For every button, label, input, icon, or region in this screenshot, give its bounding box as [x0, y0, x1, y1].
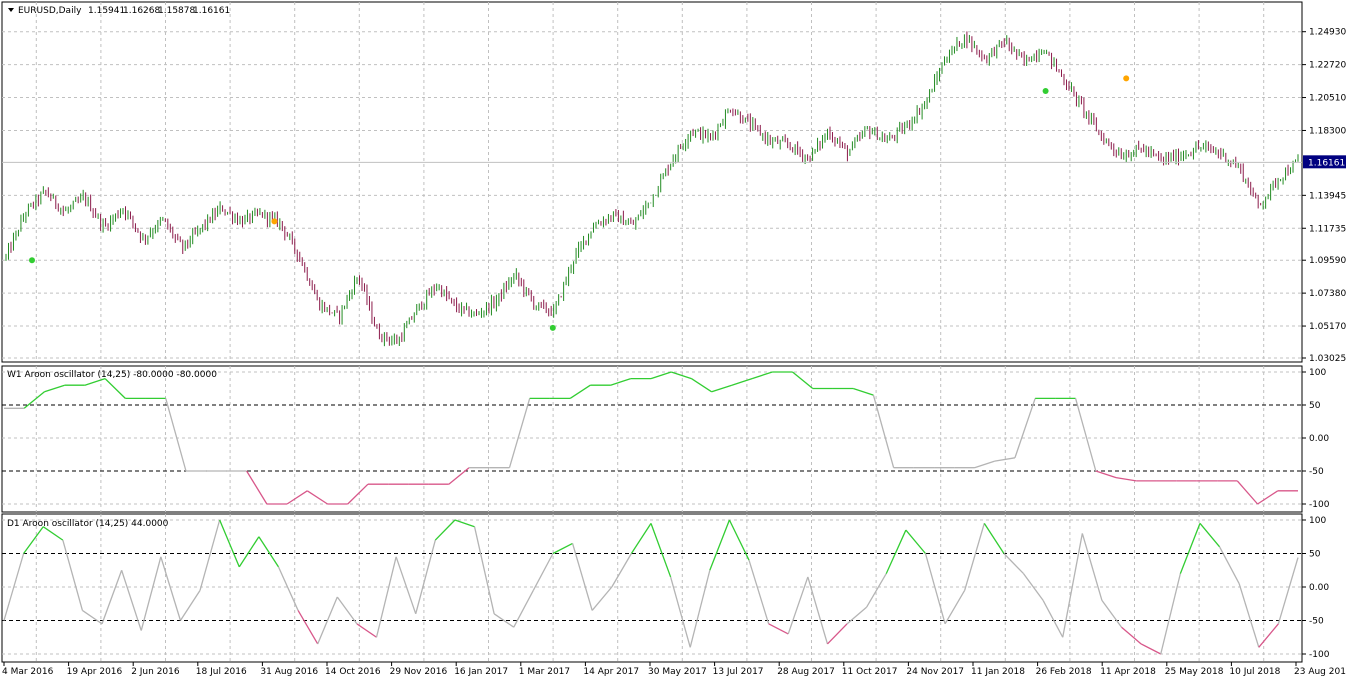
aroon-axis-label: 50 [1309, 401, 1321, 411]
time-axis-label: 16 Jan 2017 [454, 667, 508, 677]
signal-dot-orange [1123, 75, 1129, 81]
time-axis-label: 14 Apr 2017 [583, 667, 639, 677]
price-axis-label: 1.05170 [1309, 322, 1346, 332]
signal-dot-orange [271, 218, 277, 224]
signal-dot-green [1043, 88, 1049, 94]
time-axis-label: 29 Nov 2016 [390, 667, 448, 677]
signal-dot-green [550, 325, 556, 331]
d1-panel-title: D1 Aroon oscillator (14,25) 44.0000 [7, 519, 169, 529]
time-axis-label: 11 Apr 2018 [1100, 667, 1156, 677]
time-axis-label: 14 Oct 2016 [325, 667, 381, 677]
time-axis-label: 18 Jul 2016 [196, 667, 247, 677]
ohlc-open: 1.15941 [88, 6, 125, 16]
aroon-axis-label: -50 [1309, 617, 1324, 627]
time-axis-label: 24 Nov 2017 [906, 667, 964, 677]
aroon-axis-label: 0.00 [1309, 434, 1329, 444]
price-axis-label: 1.09590 [1309, 256, 1346, 266]
w1-panel-title: W1 Aroon oscillator (14,25) -80.0000 -80… [7, 370, 217, 380]
time-axis-label: 2 Jun 2016 [131, 667, 180, 677]
time-axis-label: 11 Oct 2017 [842, 667, 898, 677]
symbol-label: EURUSD,Daily [18, 6, 82, 16]
time-axis-label: 19 Apr 2016 [67, 667, 123, 677]
price-axis-label: 1.03025 [1309, 354, 1346, 364]
d1-panel-frame [2, 514, 1302, 662]
aroon-axis-label: 50 [1309, 550, 1321, 560]
main-price-panel[interactable]: EURUSD,Daily 1.15941 1.16268 1.15878 1.1… [2, 2, 1346, 364]
price-axis-label: 1.07380 [1309, 289, 1346, 299]
price-axis-label: 1.13945 [1309, 191, 1346, 201]
w1-panel-frame [2, 366, 1302, 512]
time-axis-label: 13 Jul 2017 [713, 667, 764, 677]
time-axis-label: 30 May 2017 [648, 667, 707, 677]
price-axis-label: 1.24930 [1309, 28, 1346, 38]
aroon-axis-label: 100 [1309, 368, 1326, 378]
time-axis-label: 11 Jan 2018 [971, 667, 1025, 677]
main-panel-frame [2, 2, 1302, 362]
ohlc-high: 1.16268 [123, 6, 160, 16]
time-axis-label: 25 May 2018 [1165, 667, 1224, 677]
current-price-label: 1.16161 [1308, 158, 1345, 168]
d1-axis: 100 50 0.00 -50 -100 [1302, 516, 1330, 660]
aroon-axis-label: 100 [1309, 516, 1326, 526]
time-axis-label: 10 Jul 2018 [1229, 667, 1280, 677]
time-axis-label: 4 Mar 2016 [2, 667, 54, 677]
price-axis-label: 1.18300 [1309, 126, 1346, 136]
current-price-tag: 1.16161 [1303, 155, 1346, 168]
aroon-axis-label: -100 [1309, 650, 1330, 660]
aroon-axis-label: 0.00 [1309, 583, 1329, 593]
time-axis-label: 28 Aug 2017 [777, 667, 835, 677]
aroon-axis-label: -100 [1309, 500, 1330, 510]
price-axis-label: 1.20510 [1309, 94, 1346, 104]
time-axis-label: 31 Aug 2016 [260, 667, 318, 677]
time-axis-label: 26 Feb 2018 [1036, 667, 1092, 677]
ohlc-close: 1.16161 [193, 6, 230, 16]
w1-aroon-panel[interactable]: W1 Aroon oscillator (14,25) -80.0000 -80… [2, 366, 1330, 512]
w1-axis: 100 50 0.00 -50 -100 [1302, 368, 1330, 510]
price-axis[interactable]: 1.24930 1.22720 1.20510 1.18300 1.13945 1.117… [1302, 28, 1346, 364]
signal-dot-green [29, 257, 35, 263]
aroon-axis-label: -50 [1309, 467, 1324, 477]
price-axis-label: 1.22720 [1309, 61, 1346, 71]
ohlc-low: 1.15878 [158, 6, 195, 16]
d1-aroon-panel[interactable]: D1 Aroon oscillator (14,25) 44.0000 100 5… [2, 514, 1330, 662]
time-axis-label: 23 Aug 2018 [1294, 667, 1346, 677]
time-axis[interactable]: 4 Mar 2016 19 Apr 2016 2 Jun 2016 18 Jul 20… [2, 662, 1346, 677]
symbol-header: EURUSD,Daily 1.15941 1.16268 1.15878 1.1… [8, 6, 230, 16]
price-axis-label: 1.11735 [1309, 224, 1346, 234]
time-axis-label: 1 Mar 2017 [519, 667, 570, 677]
